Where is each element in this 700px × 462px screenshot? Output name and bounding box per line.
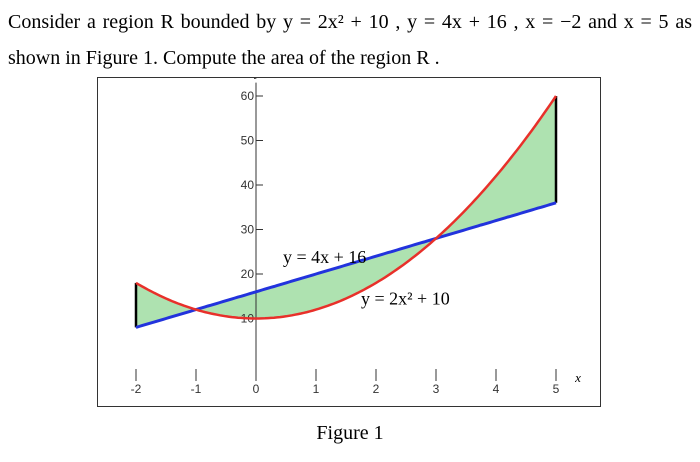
y-tick-label: 50 [241,134,255,148]
x-tick-label: 5 [553,382,560,396]
problem-statement: Consider a region R bounded by y = 2x² +… [8,4,692,76]
x-tick-label: 1 [313,382,320,396]
x-axis-label: x [574,370,581,385]
region-r-fill [136,96,556,328]
y-axis-label: y [253,78,261,80]
label-line-series: y = 4x + 16 [283,247,366,267]
parabola-series-2x2-plus-10 [135,95,558,320]
y-tick-label: 60 [241,89,255,103]
problem-line-1: Consider a region R bounded by y = 2x² +… [8,11,692,33]
x-tick-label: 3 [433,382,440,396]
x-tick-label: 2 [373,382,380,396]
label-parabola-series: y = 2x² + 10 [361,288,450,308]
y-tick-label: 20 [241,267,255,281]
line-series-4x-plus-16 [135,201,557,329]
x-tick-label: -2 [131,382,142,396]
x-tick-label: -1 [191,382,202,396]
problem-line-2: shown in Figure 1. Compute the area of t… [8,47,440,69]
y-tick-label: 40 [241,178,255,192]
x-tick-label: 4 [493,382,500,396]
y-tick-label: 30 [241,223,255,237]
figure-caption: Figure 1 [316,422,384,444]
x-tick-label: 0 [253,382,260,396]
